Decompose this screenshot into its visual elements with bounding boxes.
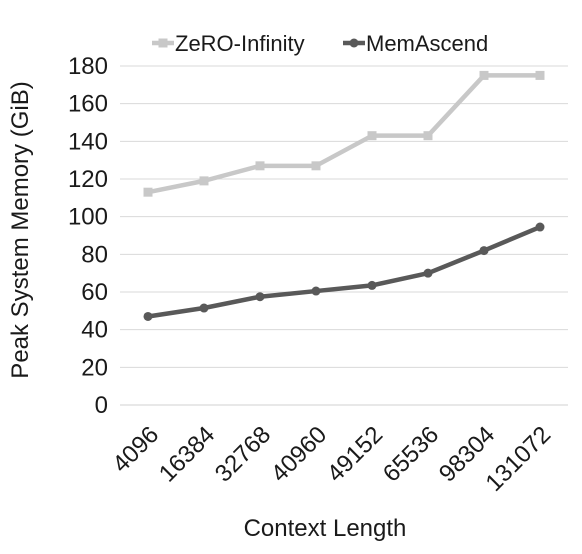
x-tick-label: 40960 xyxy=(266,421,332,487)
data-point xyxy=(255,161,265,171)
series-line-memascend xyxy=(145,224,543,319)
x-tick-label: 49152 xyxy=(322,421,388,487)
data-point xyxy=(367,131,377,141)
legend-label: ZeRO-Infinity xyxy=(175,31,305,56)
data-point xyxy=(479,70,489,80)
y-tick-label: 20 xyxy=(81,354,108,381)
gridlines xyxy=(120,65,568,368)
data-point xyxy=(535,222,545,232)
y-tick-label: 100 xyxy=(68,204,108,231)
x-axis-title: Context Length xyxy=(244,515,407,542)
y-tick-label: 140 xyxy=(68,128,108,155)
data-point xyxy=(535,70,545,80)
data-point xyxy=(423,268,433,278)
data-point xyxy=(311,286,321,296)
y-axis-title: Peak System Memory (GiB) xyxy=(7,81,34,378)
data-point xyxy=(143,187,153,197)
legend-label: MemAscend xyxy=(366,31,488,56)
data-point xyxy=(199,303,209,313)
data-point xyxy=(367,280,377,290)
data-point xyxy=(423,131,433,141)
legend-marker xyxy=(158,38,168,48)
series-line-zero-infinity xyxy=(145,73,543,195)
y-tick-label: 40 xyxy=(81,317,108,344)
data-point xyxy=(143,311,153,321)
legend-marker xyxy=(349,38,359,48)
y-tick-label: 180 xyxy=(68,53,108,80)
data-point xyxy=(479,246,489,256)
x-tick-label: 65536 xyxy=(378,421,444,487)
data-point xyxy=(199,176,209,186)
data-point xyxy=(311,161,321,171)
axes: 0204060801001201401601804096163843276840… xyxy=(68,53,568,497)
y-tick-label: 80 xyxy=(81,241,108,268)
y-tick-label: 60 xyxy=(81,279,108,306)
y-tick-label: 160 xyxy=(68,91,108,118)
data-point xyxy=(255,292,265,302)
legend: ZeRO-Infinity MemAscend xyxy=(152,31,488,56)
x-tick-label: 16384 xyxy=(154,421,220,487)
series-lines xyxy=(143,70,545,321)
x-tick-label: 32768 xyxy=(210,421,276,487)
y-tick-label: 120 xyxy=(68,166,108,193)
y-tick-label: 0 xyxy=(95,392,108,419)
